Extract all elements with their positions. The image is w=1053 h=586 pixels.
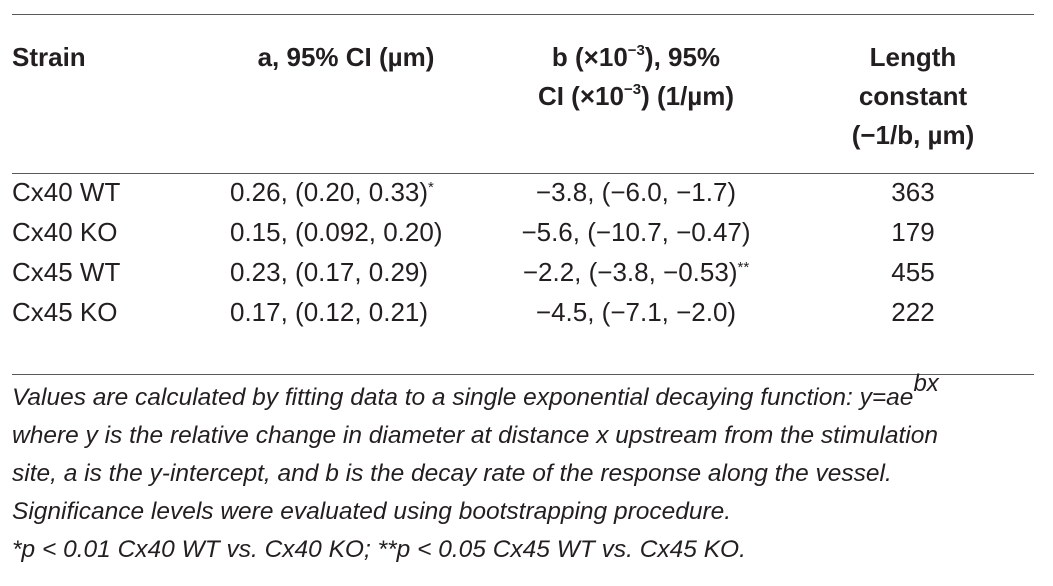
header-b: b (×10−3), 95% CI (×10−3) (1/µm) (480, 38, 792, 172)
footnote-line: Significance levels were evaluated using… (12, 498, 732, 525)
cell-b: −4.5, (−7.1, −2.0) (535, 297, 737, 327)
cell-length: 222 (891, 297, 935, 327)
header-length-line2: constant (858, 81, 968, 111)
cell-b: −3.8, (−6.0, −1.7) (535, 177, 737, 207)
header-length-line1: Length (869, 42, 957, 72)
table-top-rule (12, 14, 1034, 15)
table-row: Cx45 KO 0.17, (0.12, 0.21) −4.5, (−7.1, … (12, 292, 1034, 332)
header-strain-label: Strain (12, 42, 86, 72)
table-header: Strain a, 95% CI (µm) b (×10−3), 95% CI … (12, 38, 1034, 172)
header-strain: Strain (12, 38, 212, 172)
cell-strain: Cx40 KO (12, 217, 118, 247)
cell-length: 179 (891, 217, 935, 247)
cell-a: 0.26, (0.20, 0.33)* (230, 177, 434, 207)
significance-note: *p < 0.01 Cx40 WT vs. Cx40 KO; **p < 0.0… (12, 536, 746, 563)
header-b-exponent: −3 (627, 42, 645, 59)
cell-strain: Cx45 WT (12, 257, 121, 287)
exponent-bx: bx (913, 370, 939, 397)
table-footnote: Values are calculated by fitting data to… (12, 370, 1042, 569)
table-body: Cx40 WT 0.26, (0.20, 0.33)* −3.8, (−6.0,… (12, 172, 1034, 332)
header-length-line3: (−1/b, µm) (851, 120, 975, 150)
header-length-constant: Length constant (−1/b, µm) (792, 38, 1034, 172)
cell-length: 455 (891, 257, 935, 287)
cell-length: 363 (891, 177, 935, 207)
footnote-line: where y is the relative change in diamet… (12, 422, 938, 449)
header-b-exponent-2: −3 (623, 81, 642, 98)
data-table: Strain a, 95% CI (µm) b (×10−3), 95% CI … (12, 38, 1034, 332)
cell-b: −2.2, (−3.8, −0.53)** (522, 257, 750, 287)
header-a: a, 95% CI (µm) (212, 38, 480, 172)
header-b-label-2: CI (×10−3) (1/µm) (537, 81, 735, 111)
header-b-label-1: b (×10−3), 95% (551, 42, 721, 72)
footnote-line: Values are calculated by fitting data to… (12, 370, 939, 412)
table-bottom-rule (12, 374, 1034, 375)
table-row: Cx40 KO 0.15, (0.092, 0.20) −5.6, (−10.7… (12, 212, 1034, 252)
cell-a: 0.15, (0.092, 0.20) (230, 217, 443, 247)
table-row: Cx45 WT 0.23, (0.17, 0.29) −2.2, (−3.8, … (12, 252, 1034, 292)
cell-a: 0.17, (0.12, 0.21) (230, 297, 429, 327)
table-row: Cx40 WT 0.26, (0.20, 0.33)* −3.8, (−6.0,… (12, 172, 1034, 212)
cell-a: 0.23, (0.17, 0.29) (230, 257, 429, 287)
cell-strain: Cx45 KO (12, 297, 118, 327)
table-header-rule (12, 173, 1034, 174)
header-a-label: a, 95% CI (µm) (257, 42, 435, 72)
significance-mark: * (428, 179, 434, 196)
header-row: Strain a, 95% CI (µm) b (×10−3), 95% CI … (12, 38, 1034, 172)
cell-b: −5.6, (−10.7, −0.47) (521, 217, 751, 247)
cell-strain: Cx40 WT (12, 177, 121, 207)
significance-mark: ** (737, 259, 750, 276)
footnote-line: site, a is the y-intercept, and b is the… (12, 460, 892, 487)
